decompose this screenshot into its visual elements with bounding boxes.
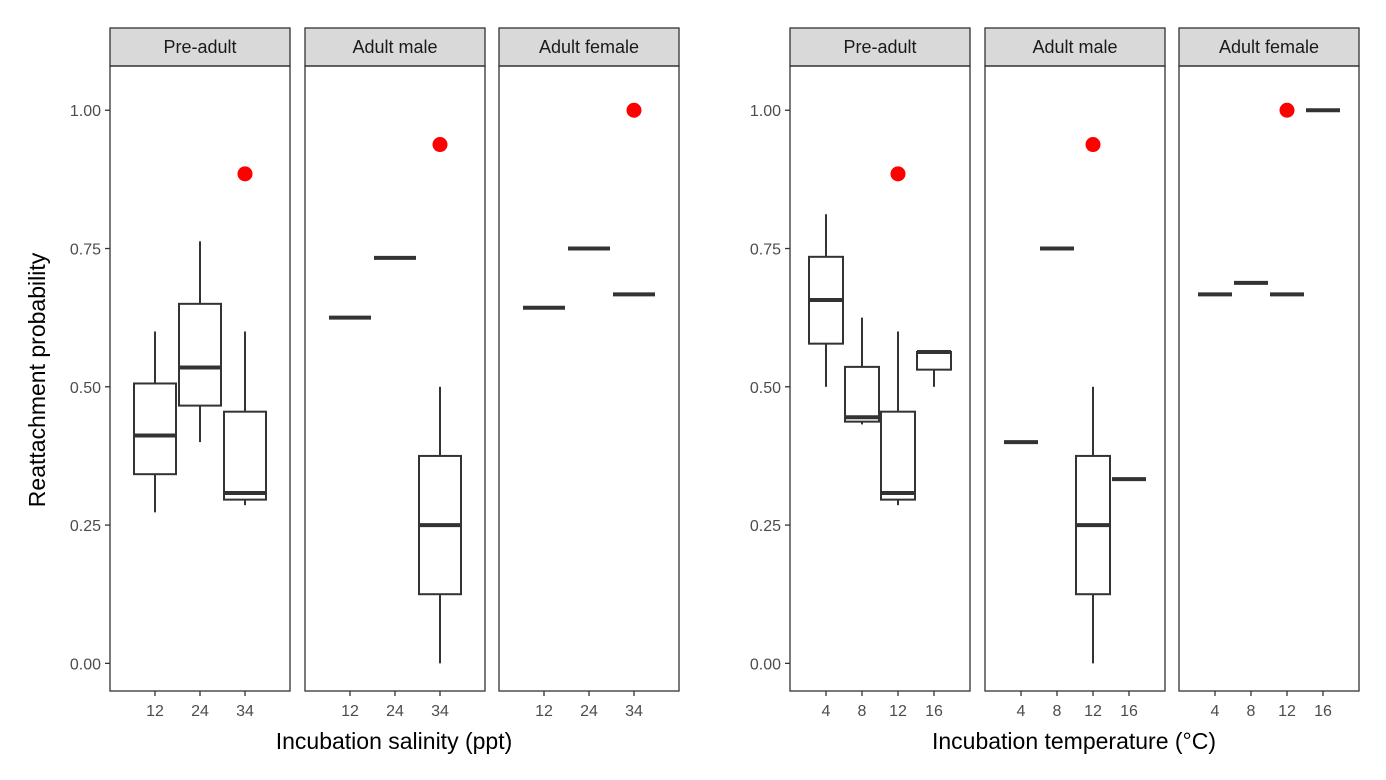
box-body <box>178 302 222 407</box>
panel-0-1: Adult male 12 24 34 <box>304 27 486 720</box>
box-plot <box>808 214 844 387</box>
box-body <box>223 410 267 501</box>
x-tick-label: 12 <box>1278 703 1296 720</box>
strip-background <box>109 27 291 67</box>
panel-1-0: Pre-adult 4 8 12 16 0.00 0.25 0.50 0.75 1.00 <box>750 27 971 720</box>
box-body <box>916 350 952 371</box>
y-tick-label: 1.00 <box>70 103 101 120</box>
x-tick-label: 4 <box>1017 703 1026 720</box>
x-tick-label: 8 <box>1053 703 1062 720</box>
panel-0-0: Pre-adult 12 24 34 0.00 0.25 0.50 0.75 1.00 <box>70 27 291 720</box>
x-tick-label: 12 <box>1084 703 1102 720</box>
x-tick-label: 16 <box>1120 703 1138 720</box>
x-tick-label: 4 <box>1211 703 1220 720</box>
panel-border <box>1178 65 1360 692</box>
box-plot <box>880 331 916 506</box>
box-plot <box>916 349 952 387</box>
highlight-point <box>626 102 642 118</box>
y-tick-label: 1.00 <box>750 103 781 120</box>
y-tick-label: 0.75 <box>70 242 101 259</box>
box-plot <box>178 241 222 443</box>
panel-border <box>984 65 1166 692</box>
strip-background <box>304 27 486 67</box>
y-tick-label: 0.50 <box>750 380 781 397</box>
x-axis-title-salinity: Incubation salinity (ppt) <box>276 728 513 754</box>
x-tick-label: 8 <box>858 703 867 720</box>
panel-border <box>304 65 486 692</box>
y-tick-label: 0.00 <box>70 656 101 673</box>
box-body <box>133 382 177 476</box>
x-tick-label: 16 <box>1314 703 1332 720</box>
strip-background <box>789 27 971 67</box>
box-plot <box>1075 386 1111 664</box>
y-tick-label: 0.50 <box>70 380 101 397</box>
box-body <box>880 410 916 501</box>
x-axis-title-temperature: Incubation temperature (°C) <box>932 728 1216 754</box>
box-plot <box>223 331 267 506</box>
y-tick-label: 0.00 <box>750 656 781 673</box>
x-tick-label: 34 <box>625 703 643 720</box>
panel-border <box>789 65 971 692</box>
panel-0-2: Adult female 12 24 34 <box>498 27 680 720</box>
x-tick-label: 12 <box>341 703 359 720</box>
y-tick-label: 0.75 <box>750 242 781 259</box>
x-tick-label: 8 <box>1247 703 1256 720</box>
highlight-point <box>432 137 448 153</box>
x-tick-label: 24 <box>580 703 598 720</box>
x-tick-label: 12 <box>535 703 553 720</box>
strip-label: Pre-adult <box>163 37 236 57</box>
strip-label: Adult female <box>539 37 639 57</box>
box-plot <box>418 386 462 664</box>
y-tick-label: 0.25 <box>70 518 101 535</box>
x-tick-label: 24 <box>386 703 404 720</box>
highlight-point <box>1085 137 1101 153</box>
x-tick-label: 34 <box>236 703 254 720</box>
strip-background <box>1178 27 1360 67</box>
plot-layer: Pre-adult 12 24 34 0.00 0.25 0.50 0.75 1.00 Adult… <box>70 27 1360 720</box>
panel-1-1: Adult male 4 8 12 16 <box>984 27 1166 720</box>
panel-1-2: Adult female 4 8 12 16 <box>1178 27 1360 720</box>
x-tick-label: 34 <box>431 703 449 720</box>
x-tick-label: 24 <box>191 703 209 720</box>
panel-border <box>498 65 680 692</box>
box-plot <box>844 317 880 425</box>
y-tick-label: 0.25 <box>750 518 781 535</box>
y-axis-title: Reattachment probability <box>24 252 50 507</box>
strip-label: Adult male <box>1032 37 1117 57</box>
strip-label: Adult male <box>352 37 437 57</box>
strip-label: Adult female <box>1219 37 1319 57</box>
highlight-point <box>1279 102 1295 118</box>
strip-label: Pre-adult <box>843 37 916 57</box>
box-body <box>844 365 880 423</box>
x-tick-label: 4 <box>822 703 831 720</box>
highlight-point <box>890 166 906 182</box>
x-tick-label: 12 <box>889 703 907 720</box>
strip-background <box>498 27 680 67</box>
x-tick-label: 12 <box>146 703 164 720</box>
strip-background <box>984 27 1166 67</box>
highlight-point <box>237 166 253 182</box>
x-tick-label: 16 <box>925 703 943 720</box>
box-plot <box>133 331 177 513</box>
